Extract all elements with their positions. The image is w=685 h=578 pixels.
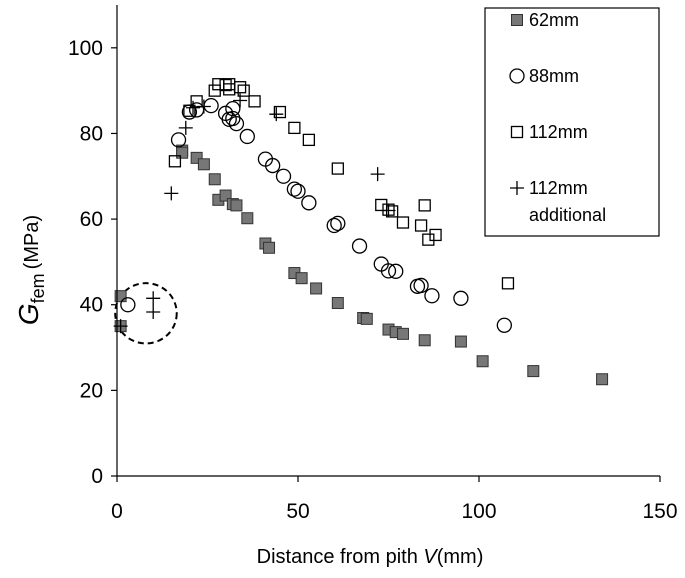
data-point (424, 288, 440, 304)
data-point (501, 277, 515, 290)
y-axis-title: Gfem(MPa) (13, 215, 48, 325)
data-point (178, 120, 193, 135)
data-point (233, 81, 247, 94)
data-point (330, 215, 346, 232)
data-point (248, 95, 261, 108)
data-point (396, 216, 410, 229)
data-point (496, 317, 512, 333)
legend-box (484, 7, 660, 237)
data-point (233, 93, 248, 108)
legend-label: 88mm (529, 66, 579, 86)
annotation-layer (114, 282, 178, 345)
data-point (176, 146, 189, 159)
data-point (476, 355, 489, 368)
data-point (380, 263, 397, 279)
data-point (331, 297, 344, 310)
data-point (286, 181, 303, 197)
data-point (190, 151, 203, 164)
data-point (375, 198, 388, 212)
data-point (164, 186, 179, 201)
data-point (239, 128, 255, 145)
data-point (196, 99, 211, 114)
y-tick-label: 80 (80, 122, 103, 145)
data-point (168, 155, 182, 168)
x-tick-label: 50 (286, 500, 309, 523)
data-point (370, 167, 385, 182)
data-point (385, 205, 399, 218)
ticks-layer (111, 47, 661, 482)
data-point (228, 115, 245, 132)
data-point (414, 219, 428, 232)
data-point (219, 78, 232, 92)
legend-marker (510, 125, 524, 139)
data-point (596, 373, 609, 386)
data-point (290, 183, 306, 199)
points-layer (113, 78, 609, 386)
legend-label: 112mm (529, 122, 588, 142)
data-point (429, 228, 442, 242)
legend-label: 112mm (529, 178, 588, 198)
data-point (113, 319, 128, 334)
data-point (197, 158, 210, 171)
data-point (120, 297, 136, 313)
x-axis-title: Distance from pith V(mm) (257, 546, 484, 568)
data-point (413, 277, 429, 294)
data-point (273, 105, 287, 119)
data-point (326, 217, 342, 234)
legend-marker (509, 68, 525, 84)
data-point (146, 291, 161, 306)
data-point (225, 110, 241, 127)
data-point (360, 312, 373, 325)
data-point (527, 365, 540, 378)
data-point (302, 133, 316, 147)
data-point (265, 157, 281, 174)
data-point (225, 100, 241, 117)
x-tick-label: 100 (461, 500, 496, 523)
data-point (288, 121, 301, 135)
data-point (310, 282, 323, 295)
data-point (146, 305, 161, 320)
data-point (263, 241, 276, 254)
data-point (388, 263, 404, 279)
data-point (418, 199, 431, 212)
data-point (422, 233, 435, 246)
data-point (237, 84, 250, 97)
legend-marker (510, 181, 524, 195)
legend: 62mm 88mm 112mm 112mm additional (484, 7, 660, 237)
data-point (208, 173, 221, 186)
data-point (183, 104, 196, 117)
legend-label: additional (529, 205, 606, 225)
data-point (269, 107, 284, 122)
data-point (396, 327, 409, 340)
data-point (170, 132, 187, 148)
data-point (418, 334, 431, 347)
y-tick-label: 60 (80, 208, 103, 231)
x-tick-label: 150 (642, 500, 677, 523)
data-point (331, 162, 344, 175)
data-point (219, 189, 232, 202)
legend-label: 62mm (529, 10, 579, 30)
data-point (381, 203, 396, 218)
tick-labels-layer: 0 20 40 60 80 100 0 50 100 150 (68, 37, 678, 523)
data-point (275, 168, 292, 184)
data-point (230, 199, 243, 212)
data-point (114, 290, 127, 303)
data-point (186, 100, 201, 115)
data-point (301, 195, 317, 211)
data-point (241, 212, 254, 225)
data-point (454, 335, 467, 348)
data-point (295, 272, 308, 285)
y-tick-label: 20 (80, 379, 103, 402)
y-tick-label: 100 (68, 37, 103, 60)
y-tick-label: 40 (80, 294, 103, 317)
dashed-circle-annotation (114, 282, 178, 345)
legend-marker (511, 14, 523, 26)
data-point (190, 95, 203, 108)
x-tick-label: 0 (111, 500, 123, 523)
data-point (453, 290, 469, 306)
data-point (351, 238, 368, 254)
y-tick-label: 0 (91, 465, 103, 488)
